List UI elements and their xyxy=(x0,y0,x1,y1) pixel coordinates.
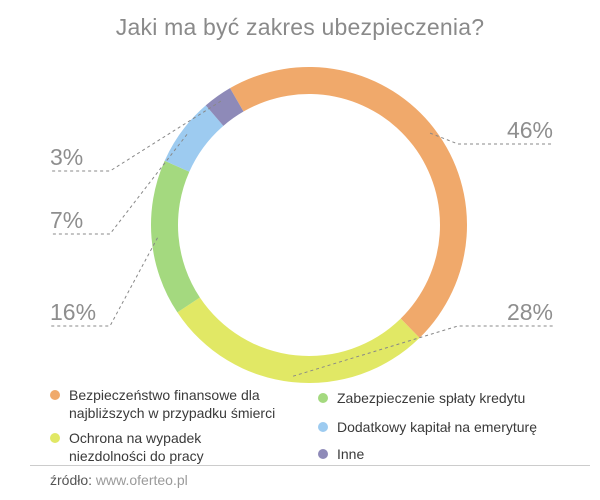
legend-item-other: Inne xyxy=(318,445,518,463)
source-link[interactable]: www.oferteo.pl xyxy=(95,472,188,488)
legend-item-loan-protection: Zabezpieczenie spłaty kredytu xyxy=(318,389,578,407)
legend-label: Bezpieczeństwo finansowe dla najbliższyc… xyxy=(69,387,276,421)
donut-slice-disability xyxy=(177,297,420,384)
donut-slice-other xyxy=(205,88,244,126)
leader-line xyxy=(292,325,553,377)
data-label: 16% xyxy=(50,299,96,325)
legend-label: Ochrona na wypadek niezdolności do pracy xyxy=(69,430,204,464)
donut-slice-financial-security xyxy=(230,66,468,338)
donut-chart: 46% 28% 16% 7% 3% xyxy=(50,66,553,384)
data-label: 7% xyxy=(50,207,83,233)
legend-swatch xyxy=(50,433,60,443)
legend-label: Zabezpieczenie spłaty kredytu xyxy=(337,390,526,406)
data-label: 3% xyxy=(50,144,83,170)
data-label: 46% xyxy=(507,117,553,143)
legend-item-disability: Ochrona na wypadek niezdolności do pracy xyxy=(50,429,250,465)
source-prefix: źródło: xyxy=(50,472,93,488)
legend-swatch xyxy=(318,449,328,459)
donut-slice-loan-protection xyxy=(151,160,200,313)
leader-line xyxy=(50,237,158,327)
chart-title: Jaki ma być zakres ubezpieczenia? xyxy=(115,14,485,40)
source-note: źródło: www.oferteo.pl xyxy=(50,472,188,488)
data-label: 28% xyxy=(507,299,553,325)
legend-item-financial-security: Bezpieczeństwo finansowe dla najbliższyc… xyxy=(50,386,310,422)
source-divider xyxy=(30,465,590,466)
donut-slice-pension-capital xyxy=(164,105,224,172)
legend-label: Inne xyxy=(337,446,365,462)
leader-line xyxy=(50,100,222,172)
legend-label: Dodatkowy kapitał na emeryturę xyxy=(337,419,537,435)
legend-item-pension-capital: Dodatkowy kapitał na emeryturę xyxy=(318,418,578,436)
legend-swatch xyxy=(50,390,60,400)
legend-swatch xyxy=(318,422,328,432)
legend-swatch xyxy=(318,393,328,403)
